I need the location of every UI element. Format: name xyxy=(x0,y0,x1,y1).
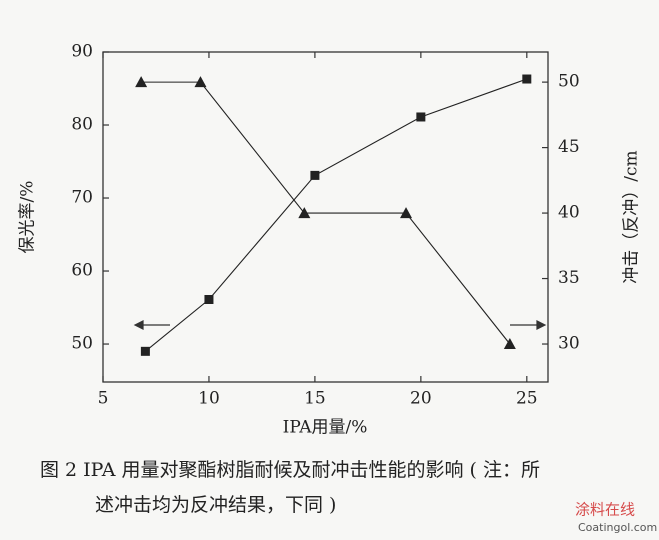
marker-triangle xyxy=(298,207,311,219)
marker-square xyxy=(204,295,214,304)
plot-frame xyxy=(102,51,549,383)
y2-tick-label: 30 xyxy=(558,334,580,354)
x-axis-label: IPA用量/% xyxy=(283,418,368,438)
series-line xyxy=(141,81,511,345)
marker-triangle xyxy=(400,207,413,219)
y2-tick-label: 35 xyxy=(558,268,580,288)
x-tick-label: 5 xyxy=(98,389,109,409)
marker-square xyxy=(140,346,150,356)
watermark-text: 涂料在线 xyxy=(575,501,635,519)
marker-triangle xyxy=(135,76,148,88)
y-tick-label: 80 xyxy=(71,115,93,135)
y2-tick-label: 45 xyxy=(558,137,580,157)
watermark-url: Coatingol.com xyxy=(578,521,657,534)
caption-line: 述冲击均为反冲结果，下同 ) xyxy=(95,494,336,516)
y2-tick-label: 50 xyxy=(558,72,580,92)
caption-line: 图 2 IPA 用量对聚酯树脂耐候及耐冲击性能的影响 ( 注：所 xyxy=(40,459,540,481)
x-tick-label: 10 xyxy=(198,389,220,409)
arrows xyxy=(133,320,547,330)
y-tick-label: 90 xyxy=(71,42,93,62)
y-tick-label: 50 xyxy=(71,334,93,354)
y2-tick-label: 40 xyxy=(558,203,580,223)
y-tick-label: 60 xyxy=(71,261,93,281)
marker-square xyxy=(522,74,532,84)
x-tick-label: 25 xyxy=(516,389,538,409)
series-line xyxy=(145,78,527,352)
x-tick-label: 15 xyxy=(304,389,326,409)
y2-axis-label: 冲击（反冲）/cm xyxy=(622,150,642,283)
marker-triangle xyxy=(503,338,516,350)
marker-triangle xyxy=(194,76,207,88)
x-tick-label: 20 xyxy=(410,389,432,409)
y-axis-label: 保光率/% xyxy=(18,181,38,254)
y-tick-label: 70 xyxy=(71,188,93,208)
marker-square xyxy=(416,112,426,122)
marker-square xyxy=(310,170,320,180)
